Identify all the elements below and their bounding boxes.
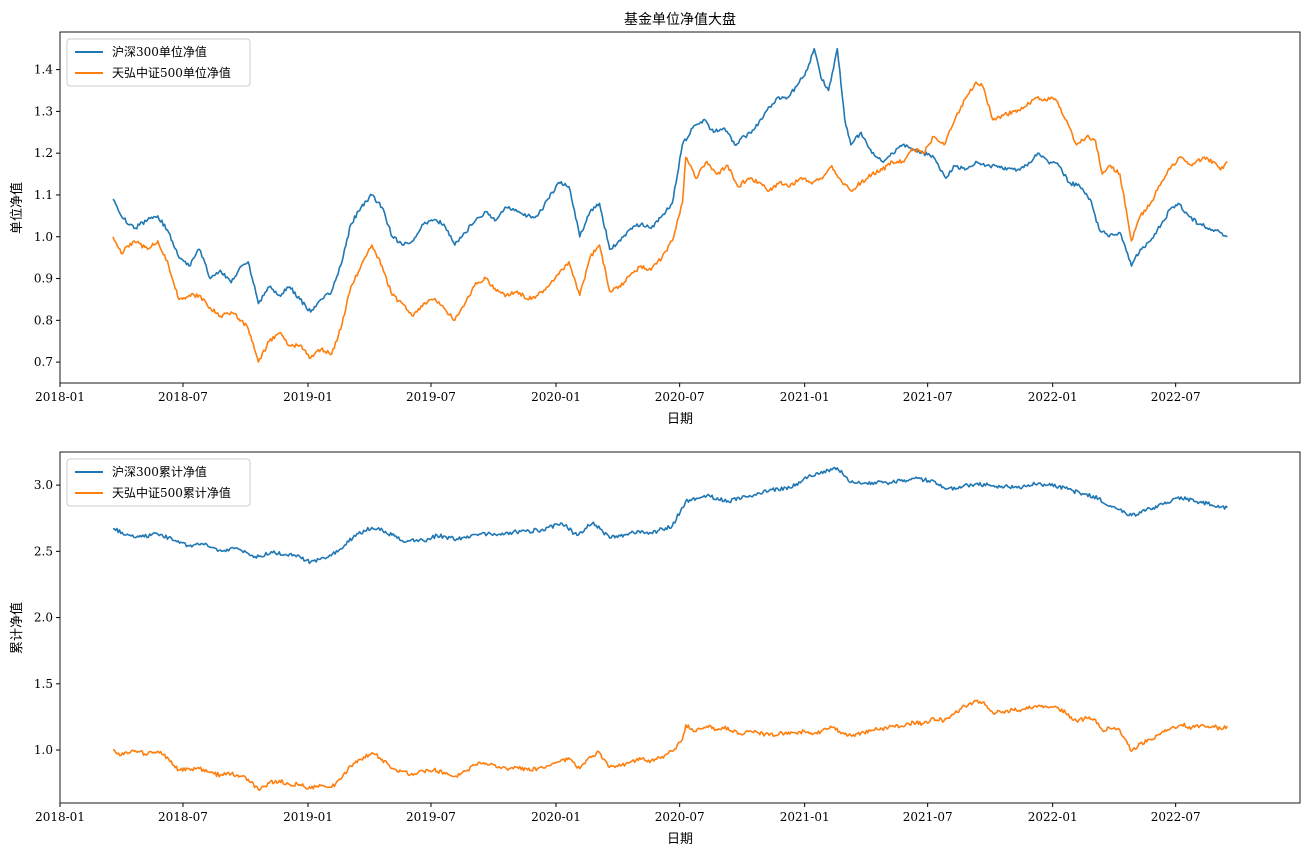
cumulative-nav-chart: 2018-01 2018-07 2019-01 2019-07 2020-01 2020-… bbox=[9, 451, 1301, 847]
x-tick-label: 2018-07 bbox=[158, 810, 208, 824]
unit-nav-chart: 基金单位净值大盘 2018-01 2018-07 2019-01 2019-07 202… bbox=[9, 11, 1301, 427]
legend-label-hs300: 沪深300单位净值 bbox=[112, 44, 207, 59]
unit-nav-series-layer bbox=[112, 47, 1228, 363]
x-tick-label: 2020-07 bbox=[655, 810, 705, 824]
x-axis-ticks: 2018-01 2018-07 2019-01 2019-07 2020-01 2020-… bbox=[35, 803, 1201, 824]
y-axis-ticks: 1.0 1.5 2.0 2.5 3.0 bbox=[34, 478, 60, 757]
x-axis-ticks: 2018-01 2018-07 2019-01 2019-07 2020-01 2020-… bbox=[35, 383, 1201, 404]
x-tick-label: 2018-01 bbox=[35, 390, 85, 404]
x-axis-label: 日期 bbox=[667, 832, 693, 847]
unit-series-line-1 bbox=[112, 47, 1228, 313]
x-tick-label: 2019-07 bbox=[406, 390, 456, 404]
x-tick-label: 2022-01 bbox=[1028, 810, 1078, 824]
x-tick-label: 2020-01 bbox=[531, 390, 581, 404]
legend-label-hs300-cum: 沪深300累计净值 bbox=[112, 464, 207, 479]
y-tick-label: 1.4 bbox=[34, 63, 53, 77]
x-tick-label: 2020-07 bbox=[655, 390, 705, 404]
cumulative-nav-series-layer bbox=[112, 466, 1228, 791]
y-tick-label: 1.0 bbox=[34, 230, 53, 244]
x-tick-label: 2022-01 bbox=[1028, 390, 1078, 404]
x-tick-label: 2021-07 bbox=[903, 390, 953, 404]
y-tick-label: 1.0 bbox=[34, 743, 53, 757]
y-axis-ticks: 0.7 0.8 0.9 1.0 1.1 1.2 1.3 1.4 bbox=[34, 63, 60, 369]
legend: 沪深300单位净值 天弘中证500单位净值 bbox=[66, 38, 251, 87]
legend: 沪深300累计净值 天弘中证500累计净值 bbox=[66, 458, 251, 507]
x-tick-label: 2021-07 bbox=[903, 810, 953, 824]
y-tick-label: 2.5 bbox=[34, 544, 53, 558]
x-tick-label: 2018-07 bbox=[158, 390, 208, 404]
y-tick-label: 1.2 bbox=[34, 146, 53, 160]
unit-series-line-2 bbox=[112, 81, 1228, 363]
x-tick-label: 2018-01 bbox=[35, 810, 85, 824]
x-tick-label: 2019-07 bbox=[406, 810, 456, 824]
y-axis-label: 单位净值 bbox=[9, 182, 25, 234]
y-tick-label: 0.7 bbox=[34, 355, 53, 369]
x-tick-label: 2022-07 bbox=[1151, 810, 1201, 824]
x-tick-label: 2021-01 bbox=[780, 390, 830, 404]
cum-series-line-1 bbox=[112, 466, 1228, 565]
y-tick-label: 0.9 bbox=[34, 272, 53, 286]
x-tick-label: 2019-01 bbox=[283, 810, 333, 824]
cum-series-line-2 bbox=[113, 699, 1228, 791]
legend-box bbox=[66, 38, 251, 87]
x-tick-label: 2021-01 bbox=[780, 810, 830, 824]
y-tick-label: 3.0 bbox=[34, 478, 53, 492]
legend-label-zz500-cum: 天弘中证500累计净值 bbox=[112, 485, 231, 500]
x-tick-label: 2019-01 bbox=[283, 390, 333, 404]
y-tick-label: 1.5 bbox=[34, 677, 53, 691]
x-axis-label: 日期 bbox=[667, 412, 693, 427]
chart-title: 基金单位净值大盘 bbox=[624, 11, 736, 28]
y-axis-label: 累计净值 bbox=[9, 602, 25, 654]
y-tick-label: 1.1 bbox=[34, 188, 53, 202]
y-tick-label: 1.3 bbox=[34, 104, 53, 118]
legend-label-zz500: 天弘中证500单位净值 bbox=[112, 65, 231, 80]
y-tick-label: 2.0 bbox=[34, 611, 53, 625]
legend-box bbox=[66, 458, 251, 507]
x-tick-label: 2022-07 bbox=[1151, 390, 1201, 404]
x-tick-label: 2020-01 bbox=[531, 810, 581, 824]
y-tick-label: 0.8 bbox=[34, 313, 53, 327]
